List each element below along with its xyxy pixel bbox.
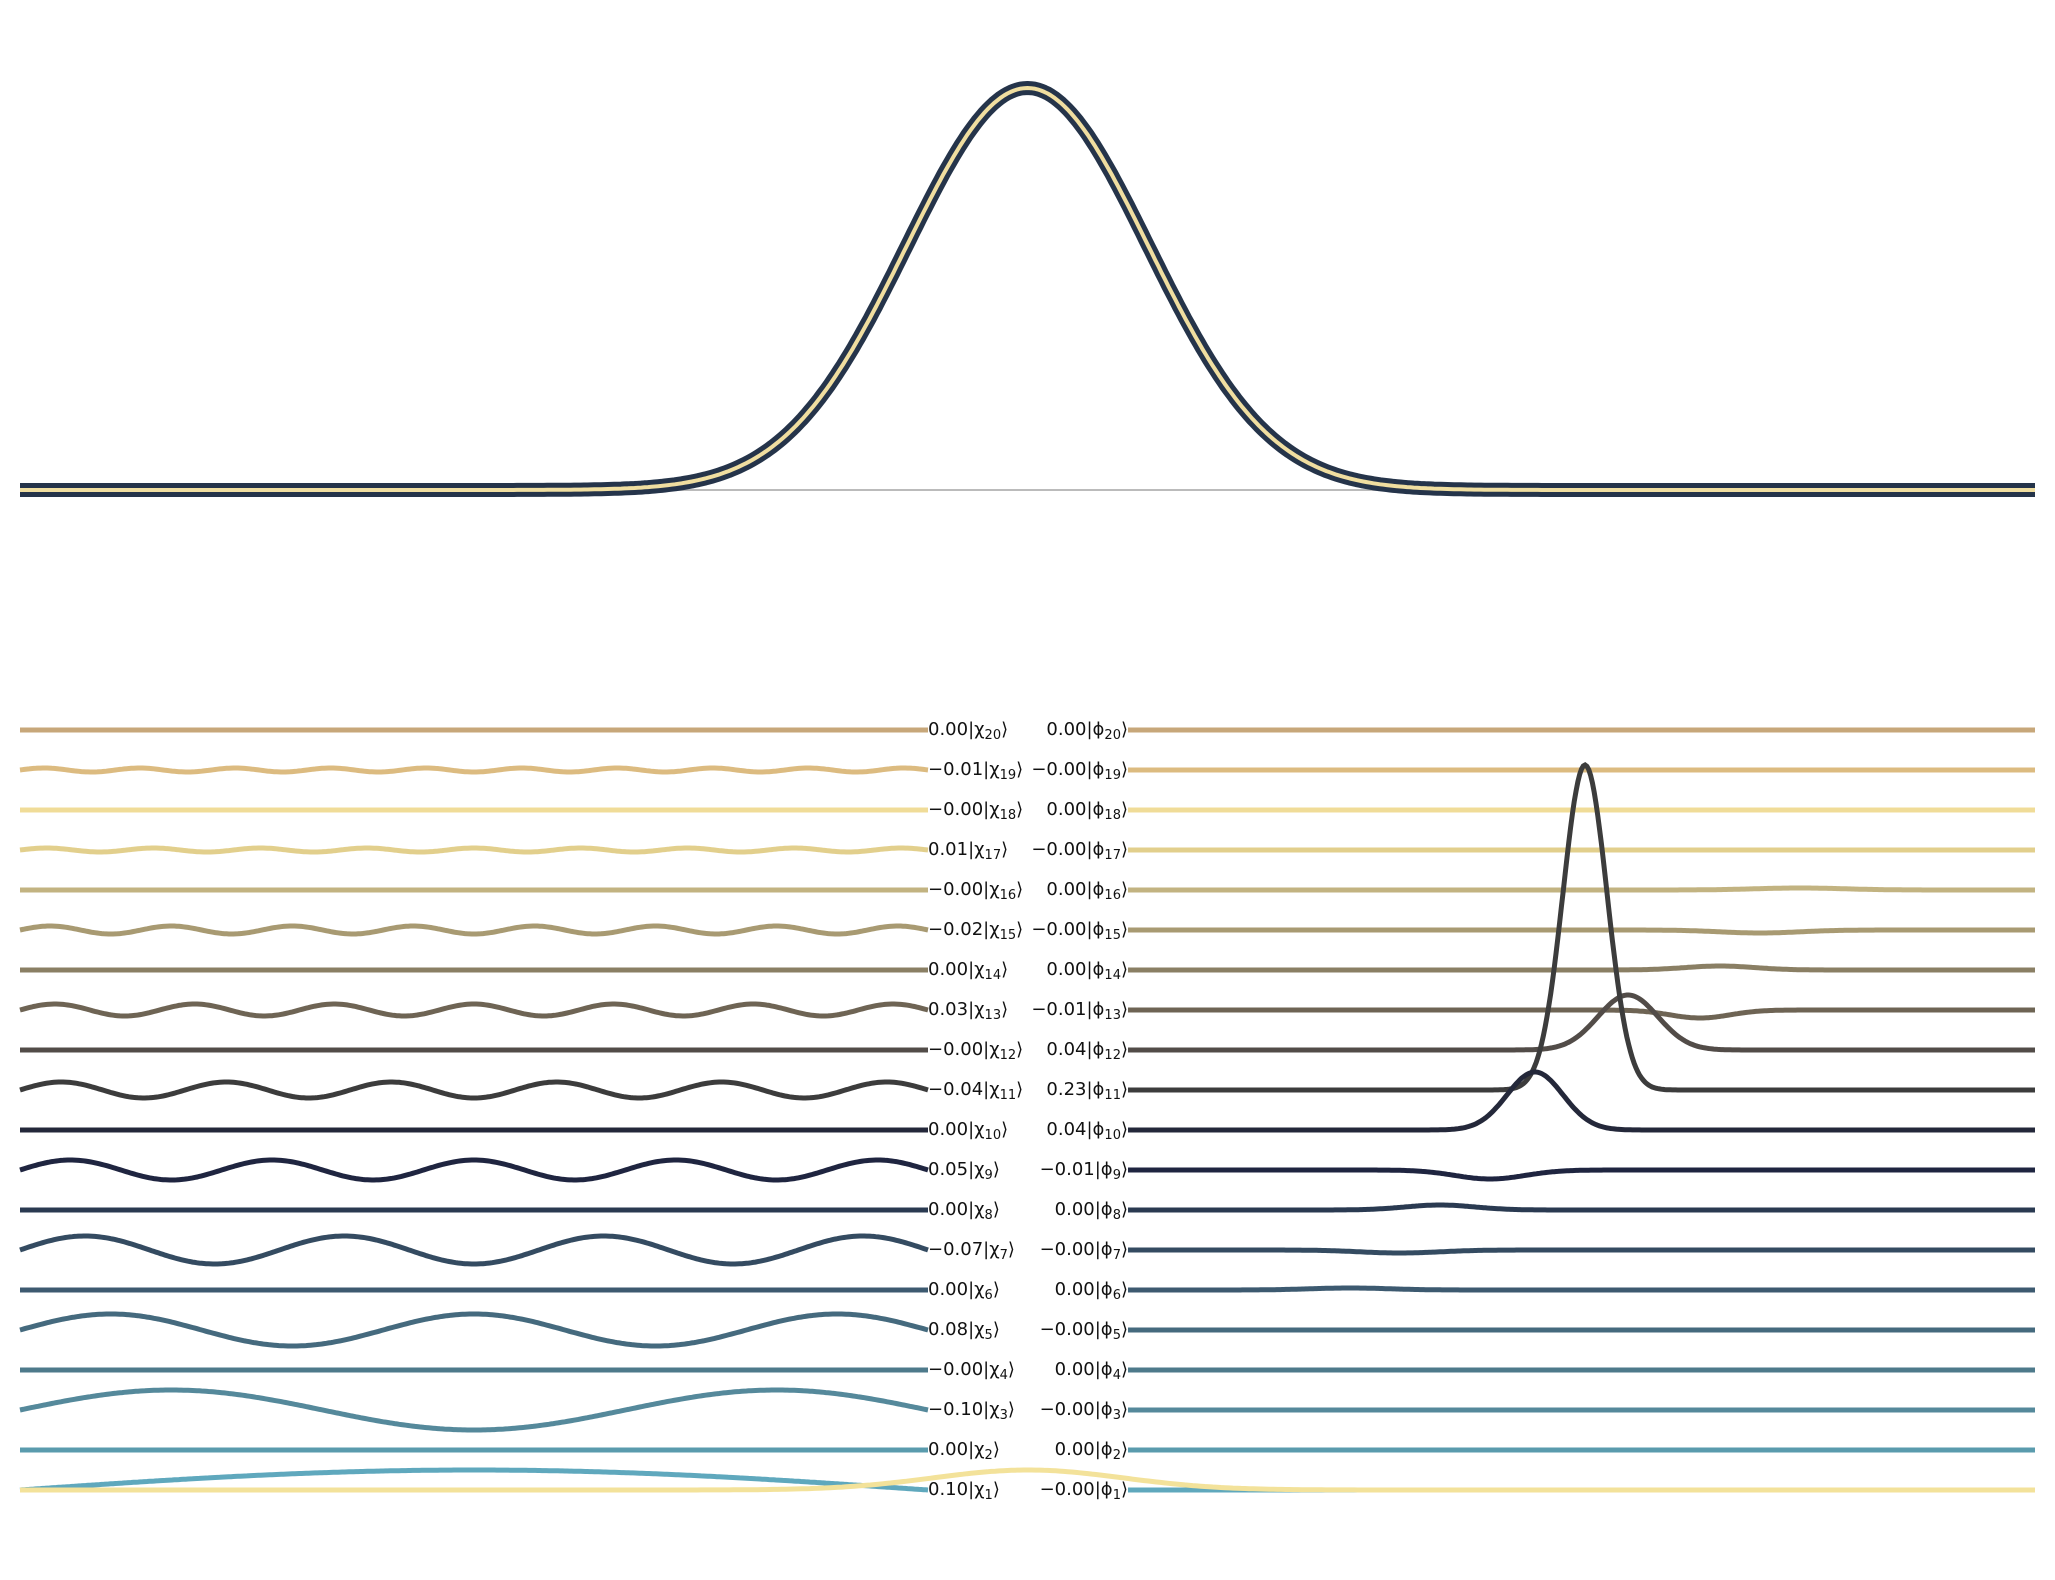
chi-label-2: 0.00|χ2⟩ bbox=[928, 1439, 1000, 1463]
chi-mode-3 bbox=[19, 1387, 929, 1433]
chi-label-7: −0.07|χ7⟩ bbox=[928, 1239, 1015, 1263]
chi-label-3: −0.10|χ3⟩ bbox=[928, 1399, 1015, 1423]
phi-label-18: 0.00|ϕ18⟩ bbox=[1046, 799, 1128, 823]
phi-label-14: 0.00|ϕ14⟩ bbox=[1046, 959, 1128, 983]
coefficient-labels: 0.10|χ1⟩ 0.00|χ2⟩ −0.10|χ3⟩ −0.00|χ4⟩ 0.08|χ… bbox=[928, 719, 1128, 1503]
phi-mode-10 bbox=[1128, 1069, 2035, 1133]
chi-mode-7 bbox=[19, 1233, 929, 1267]
chi-mode-19 bbox=[19, 765, 929, 775]
chi-label-19: −0.01|χ19⟩ bbox=[928, 759, 1023, 783]
phi-label-6: 0.00|ϕ6⟩ bbox=[1055, 1279, 1128, 1303]
phi-label-20: 0.00|ϕ20⟩ bbox=[1046, 719, 1128, 743]
phi-label-1: −0.00|ϕ1⟩ bbox=[1040, 1479, 1128, 1503]
phi-label-3: −0.00|ϕ3⟩ bbox=[1040, 1399, 1128, 1423]
phi-mode-15 bbox=[1128, 927, 2035, 936]
chi-mode-9 bbox=[19, 1157, 929, 1183]
phi-label-19: −0.00|ϕ19⟩ bbox=[1031, 759, 1128, 783]
phi-label-13: −0.01|ϕ13⟩ bbox=[1031, 999, 1128, 1023]
phi-label-9: −0.01|ϕ9⟩ bbox=[1040, 1159, 1128, 1183]
chi-label-14: 0.00|χ14⟩ bbox=[928, 959, 1008, 983]
phi-label-5: −0.00|ϕ5⟩ bbox=[1040, 1319, 1128, 1343]
initial-state-trace bbox=[20, 1467, 2035, 1493]
chi-label-10: 0.00|χ10⟩ bbox=[928, 1119, 1008, 1143]
phi-label-16: 0.00|ϕ16⟩ bbox=[1046, 879, 1128, 903]
phi-mode-16 bbox=[1128, 885, 2035, 893]
chi-label-16: −0.00|χ16⟩ bbox=[928, 879, 1023, 903]
chi-label-13: 0.03|χ13⟩ bbox=[928, 999, 1008, 1023]
phi-mode-6 bbox=[1128, 1285, 2035, 1293]
phi-mode-12 bbox=[1128, 992, 2035, 1053]
chi-label-18: −0.00|χ18⟩ bbox=[928, 799, 1023, 823]
phi-mode-9 bbox=[1128, 1167, 2035, 1182]
phi-mode-7 bbox=[1128, 1247, 2035, 1256]
chi-mode-1 bbox=[19, 1467, 929, 1493]
chi-label-20: 0.00|χ20⟩ bbox=[928, 719, 1008, 743]
chi-label-12: −0.00|χ12⟩ bbox=[928, 1039, 1023, 1063]
chi-mode-15 bbox=[19, 923, 929, 937]
phi-label-17: −0.00|ϕ17⟩ bbox=[1031, 839, 1128, 863]
phi-label-11: 0.23|ϕ11⟩ bbox=[1046, 1079, 1128, 1103]
left-panel-chi-modes bbox=[19, 727, 929, 1493]
phi-mode-13 bbox=[1128, 1007, 2035, 1021]
phi-mode-8 bbox=[1128, 1202, 2035, 1213]
phi-label-8: 0.00|ϕ8⟩ bbox=[1055, 1199, 1128, 1223]
phi-label-15: −0.00|ϕ15⟩ bbox=[1031, 919, 1128, 943]
chi-mode-11 bbox=[19, 1079, 929, 1101]
chi-mode-17 bbox=[19, 845, 929, 855]
chi-label-8: 0.00|χ8⟩ bbox=[928, 1199, 1000, 1223]
phi-label-4: 0.00|ϕ4⟩ bbox=[1055, 1359, 1128, 1383]
chi-label-9: 0.05|χ9⟩ bbox=[928, 1159, 1000, 1183]
chi-label-11: −0.04|χ11⟩ bbox=[928, 1079, 1023, 1103]
chi-label-1: 0.10|χ1⟩ bbox=[928, 1479, 1000, 1503]
chi-label-15: −0.02|χ15⟩ bbox=[928, 919, 1023, 943]
chi-mode-13 bbox=[19, 1001, 929, 1019]
phi-label-12: 0.04|ϕ12⟩ bbox=[1046, 1039, 1128, 1063]
chi-label-17: 0.01|χ17⟩ bbox=[928, 839, 1008, 863]
chi-label-4: −0.00|χ4⟩ bbox=[928, 1359, 1015, 1383]
initial-state-overlay bbox=[20, 1467, 2035, 1493]
phi-label-2: 0.00|ϕ2⟩ bbox=[1055, 1439, 1128, 1463]
gaussian-outline bbox=[16, 81, 2039, 497]
phi-mode-14 bbox=[1128, 963, 2035, 973]
top-panel bbox=[16, 81, 2039, 497]
gaussian-curve bbox=[20, 86, 2035, 492]
chi-mode-5 bbox=[19, 1311, 929, 1349]
chi-label-5: 0.08|χ5⟩ bbox=[928, 1319, 1000, 1343]
chi-label-6: 0.00|χ6⟩ bbox=[928, 1279, 1000, 1303]
phi-label-7: −0.00|ϕ7⟩ bbox=[1040, 1239, 1128, 1263]
phi-label-10: 0.04|ϕ10⟩ bbox=[1046, 1119, 1128, 1143]
phi-mode-11 bbox=[1128, 762, 2035, 1093]
right-panel-phi-modes bbox=[1128, 727, 2035, 1493]
